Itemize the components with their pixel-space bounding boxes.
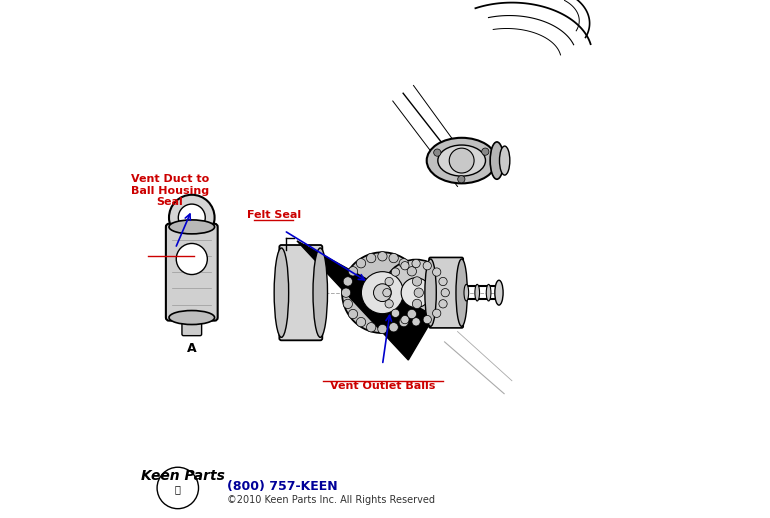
Circle shape	[389, 323, 398, 332]
Circle shape	[412, 277, 422, 286]
Circle shape	[400, 315, 409, 324]
Circle shape	[341, 288, 350, 297]
Circle shape	[391, 309, 400, 318]
Ellipse shape	[427, 138, 497, 183]
Ellipse shape	[169, 220, 215, 234]
Circle shape	[176, 243, 207, 275]
Ellipse shape	[456, 259, 467, 326]
Ellipse shape	[438, 145, 486, 176]
Text: Keen Parts: Keen Parts	[140, 468, 224, 483]
Ellipse shape	[274, 248, 289, 337]
Circle shape	[391, 268, 400, 276]
Ellipse shape	[490, 142, 504, 179]
Circle shape	[383, 260, 449, 326]
Ellipse shape	[475, 284, 480, 301]
Circle shape	[342, 252, 423, 333]
Circle shape	[367, 323, 376, 332]
Text: A: A	[187, 342, 196, 355]
Circle shape	[399, 258, 408, 268]
Circle shape	[357, 258, 366, 268]
Circle shape	[423, 262, 431, 270]
Circle shape	[367, 253, 376, 263]
FancyBboxPatch shape	[166, 224, 218, 321]
Ellipse shape	[169, 311, 215, 324]
Text: Felt Seal: Felt Seal	[246, 210, 301, 220]
Text: (800) 757-KEEN: (800) 757-KEEN	[227, 480, 337, 494]
Circle shape	[361, 271, 403, 314]
Circle shape	[157, 467, 199, 509]
Circle shape	[412, 318, 420, 326]
Circle shape	[400, 262, 409, 270]
Circle shape	[357, 318, 366, 327]
Circle shape	[399, 318, 408, 327]
Circle shape	[401, 278, 431, 308]
Circle shape	[378, 324, 387, 334]
Circle shape	[433, 268, 441, 276]
Circle shape	[457, 176, 465, 183]
Circle shape	[389, 253, 398, 263]
Circle shape	[348, 309, 357, 319]
Text: Vent Duct to
Ball Housing
Seal: Vent Duct to Ball Housing Seal	[131, 174, 209, 207]
Ellipse shape	[425, 259, 437, 326]
Text: 🏎: 🏎	[175, 484, 181, 494]
Text: ©2010 Keen Parts Inc. All Rights Reserved: ©2010 Keen Parts Inc. All Rights Reserve…	[227, 495, 435, 505]
Circle shape	[407, 267, 417, 276]
Circle shape	[412, 299, 422, 309]
Ellipse shape	[464, 284, 469, 301]
Text: Vent Outlet Balls: Vent Outlet Balls	[330, 381, 435, 391]
FancyBboxPatch shape	[429, 257, 464, 328]
Circle shape	[434, 149, 441, 156]
Circle shape	[407, 309, 417, 319]
Circle shape	[348, 267, 357, 276]
Circle shape	[433, 309, 441, 318]
Circle shape	[449, 148, 474, 173]
Ellipse shape	[495, 280, 503, 305]
Ellipse shape	[313, 248, 327, 337]
Circle shape	[423, 315, 431, 324]
Circle shape	[373, 284, 391, 301]
Ellipse shape	[500, 146, 510, 175]
FancyBboxPatch shape	[280, 245, 323, 340]
Circle shape	[482, 148, 489, 155]
Circle shape	[439, 300, 447, 308]
Circle shape	[378, 252, 387, 261]
Ellipse shape	[487, 284, 491, 301]
Circle shape	[385, 300, 393, 308]
FancyBboxPatch shape	[182, 316, 202, 336]
Circle shape	[343, 277, 353, 286]
Circle shape	[412, 260, 420, 268]
Circle shape	[169, 195, 215, 240]
Circle shape	[439, 277, 447, 285]
Polygon shape	[297, 241, 434, 360]
Circle shape	[414, 288, 424, 297]
Circle shape	[441, 289, 450, 297]
Circle shape	[385, 277, 393, 285]
Circle shape	[179, 204, 206, 231]
Circle shape	[343, 299, 353, 309]
Circle shape	[383, 289, 391, 297]
